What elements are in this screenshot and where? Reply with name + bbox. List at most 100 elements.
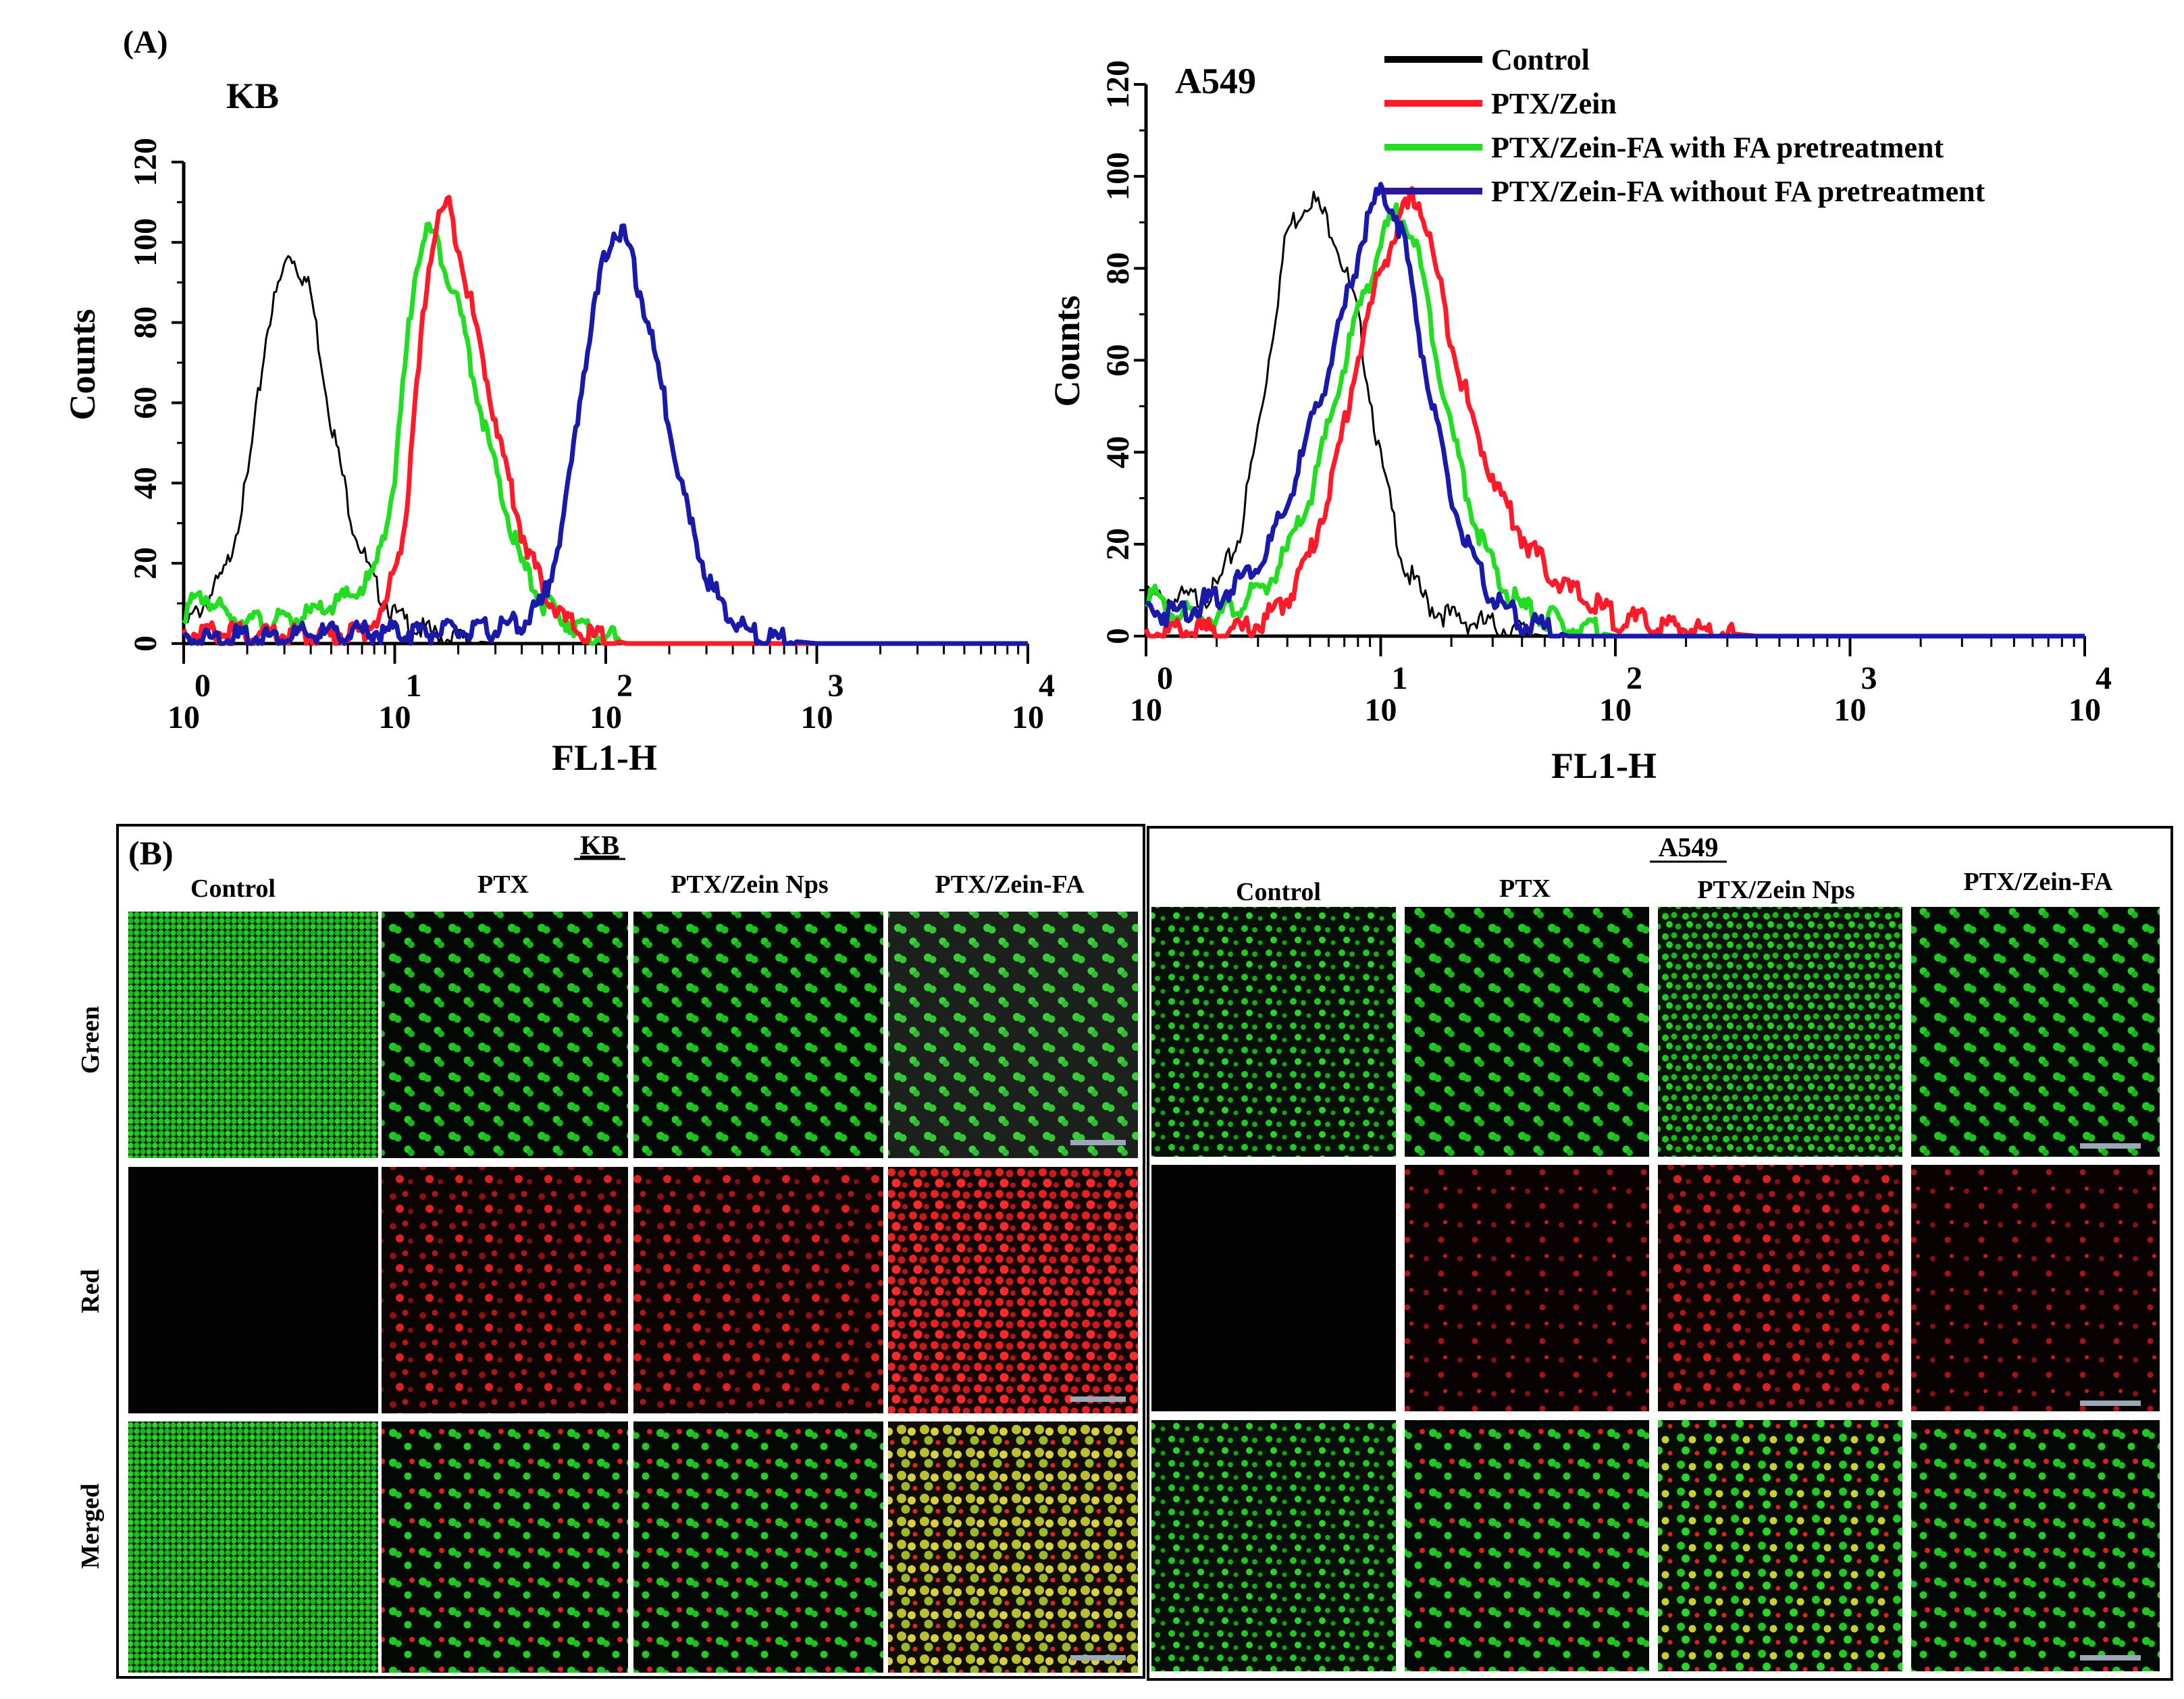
chart-a549-series-ptx-zein-fa-without-fa-pretreatment: [1144, 182, 2085, 639]
a549-merged-control-image: [1151, 1420, 1396, 1671]
chart-kb-x-tick-exponent: 4: [1039, 668, 1055, 704]
kb-col-control: Control: [190, 874, 276, 903]
chart-kb-series-control: [182, 255, 1028, 645]
kb-col-ptx-zein-nps: PTX/Zein Nps: [671, 870, 828, 899]
chart-a549-y-tick-label: 100: [1100, 152, 1136, 201]
a549-col-control: Control: [1236, 878, 1321, 906]
chart-a549-x-tick-label: 10: [1834, 692, 1867, 728]
legend-label-with-fa: PTX/Zein-FA with FA pretreatment: [1491, 131, 1944, 164]
a549-red-ptx-image: [1405, 1165, 1649, 1411]
chart-a549-x-tick-exponent: 3: [1861, 660, 1877, 696]
chart-kb-x-tick-label: 10: [379, 700, 411, 735]
chart-a549-x-tick-label: 10: [1599, 692, 1632, 728]
chart-a549-y-tick-label: 40: [1100, 436, 1136, 469]
chart-a549-y-label: Counts: [1047, 295, 1087, 407]
kb-green-ptx-zein-nps-image: [633, 912, 883, 1158]
chart-kb-y-tick-label: 120: [128, 138, 163, 186]
a549-col-ptx: PTX: [1499, 874, 1551, 903]
kb-col-ptx: PTX: [477, 870, 529, 899]
chart-a549-y-tick-label: 0: [1100, 628, 1136, 644]
a549-red-control-image: [1151, 1165, 1396, 1411]
chart-a549-series-control: [1145, 190, 2085, 637]
chart-kb-y-tick-label: 100: [128, 218, 163, 267]
panel-a-label: (A): [123, 24, 168, 60]
kb-merged-control-image: [128, 1421, 378, 1673]
a549-group-frame: [1147, 826, 2173, 1681]
legend: Control PTX/Zein PTX/Zein-FA with FA pre…: [1384, 43, 1985, 208]
row-label-green: Green: [76, 1006, 105, 1074]
kb-merged-ptx-image: [382, 1421, 628, 1673]
kb-col-ptx-zein-fa: PTX/Zein-FA: [935, 870, 1085, 899]
chart-a549-series-ptx-zein-fa-with-fa-pretreatment: [1144, 202, 2085, 639]
a549-col-ptx-zein-fa: PTX/Zein-FA: [1964, 868, 2114, 896]
a549-group-title: A549: [1659, 832, 1719, 862]
chart-a549-x-tick-label: 10: [2069, 692, 2101, 728]
chart-a549-y-tick-label: 60: [1100, 344, 1136, 377]
a549-merged-ptx-image: [1405, 1420, 1649, 1671]
row-label-red: Red: [76, 1269, 105, 1313]
chart-kb-x-tick-exponent: 2: [617, 668, 633, 704]
chart-a549-x-tick-exponent: 1: [1392, 660, 1408, 696]
chart-kb-x-tick-label: 10: [1012, 700, 1044, 735]
kb-image-grid: [128, 912, 1138, 1673]
chart-a549-x-tick-label: 10: [1365, 692, 1397, 728]
kb-red-ptx-image: [382, 1167, 628, 1413]
a549-red-ptx-zein-fa-image: [1911, 1165, 2160, 1411]
a549-image-grid: [1151, 907, 2160, 1671]
kb-red-ptx-zein-nps-image: [633, 1167, 883, 1413]
chart-kb-title: KB: [226, 76, 279, 116]
kb-group-title: KB: [580, 830, 619, 860]
a549-green-ptx-zein-fa-image: [1911, 907, 2160, 1157]
a549-green-ptx-zein-nps-image: [1658, 907, 1902, 1157]
a549-green-ptx-image: [1405, 907, 1649, 1157]
chart-a549: A549 Counts FL1-H 1001011021031040204060…: [1047, 60, 2112, 786]
chart-kb-x-tick-label: 10: [590, 700, 622, 735]
panel-b-label: (B): [128, 834, 174, 872]
chart-a549-series-ptx-zein: [1143, 186, 2085, 639]
kb-red-ptx-zein-fa-image: [888, 1167, 1138, 1413]
a549-red-ptx-zein-nps-image: [1658, 1165, 1902, 1411]
chart-a549-y-tick-label: 20: [1100, 528, 1136, 560]
chart-kb-series-ptx-zein: [181, 194, 1029, 646]
kb-merged-ptx-zein-fa-image: [888, 1421, 1138, 1673]
chart-kb-y-tick-label: 80: [128, 307, 163, 339]
kb-red-control-image: [128, 1167, 378, 1413]
a549-merged-ptx-zein-nps-image: [1658, 1420, 1902, 1671]
chart-kb: KB Counts FL1-H 100101102103104020406080…: [62, 76, 1055, 778]
chart-a549-x-tick-exponent: 0: [1157, 660, 1173, 696]
chart-kb-x-tick-exponent: 3: [828, 668, 844, 704]
chart-kb-x-tick-exponent: 0: [194, 668, 211, 704]
chart-a549-x-label: FL1-H: [1551, 746, 1657, 786]
kb-green-ptx-image: [382, 912, 628, 1158]
chart-a549-x-tick-exponent: 2: [1626, 660, 1642, 696]
chart-a549-x-tick-label: 10: [1130, 692, 1162, 728]
chart-a549-y-tick-label: 80: [1100, 252, 1136, 284]
chart-a549-y-tick-label: 120: [1100, 60, 1136, 109]
a549-col-ptx-zein-nps: PTX/Zein Nps: [1697, 876, 1854, 904]
row-label-merged: Merged: [76, 1484, 105, 1569]
legend-label-without-fa: PTX/Zein-FA without FA pretreatment: [1491, 175, 1985, 208]
legend-label-ptx-zein: PTX/Zein: [1491, 87, 1617, 120]
chart-kb-y-tick-label: 40: [128, 467, 163, 499]
kb-group-frame: [116, 824, 1145, 1679]
chart-kb-y-tick-label: 20: [128, 547, 163, 579]
kb-merged-ptx-zein-nps-image: [633, 1421, 883, 1673]
chart-kb-series-ptx-zein-fa-without-fa-pretreatment: [182, 223, 1029, 646]
kb-green-ptx-zein-fa-image: [888, 912, 1138, 1158]
chart-kb-y-tick-label: 60: [128, 387, 163, 419]
chart-a549-x-tick-exponent: 4: [2096, 660, 2112, 696]
chart-kb-x-tick-exponent: 1: [406, 668, 422, 704]
chart-kb-x-tick-label: 10: [167, 700, 200, 735]
chart-kb-x-tick-label: 10: [801, 700, 833, 735]
a549-merged-ptx-zein-fa-image: [1911, 1420, 2160, 1671]
kb-green-control-image: [128, 912, 378, 1158]
panel-b: (B) KB A549 Control PTX PTX/Zein Nps PTX…: [76, 824, 2173, 1681]
a549-green-control-image: [1151, 907, 1396, 1157]
legend-label-control: Control: [1491, 43, 1590, 76]
chart-kb-x-label: FL1-H: [552, 737, 657, 778]
chart-a549-title: A549: [1175, 61, 1256, 101]
chart-kb-y-label: Counts: [62, 309, 103, 420]
chart-kb-y-tick-label: 0: [128, 635, 163, 652]
